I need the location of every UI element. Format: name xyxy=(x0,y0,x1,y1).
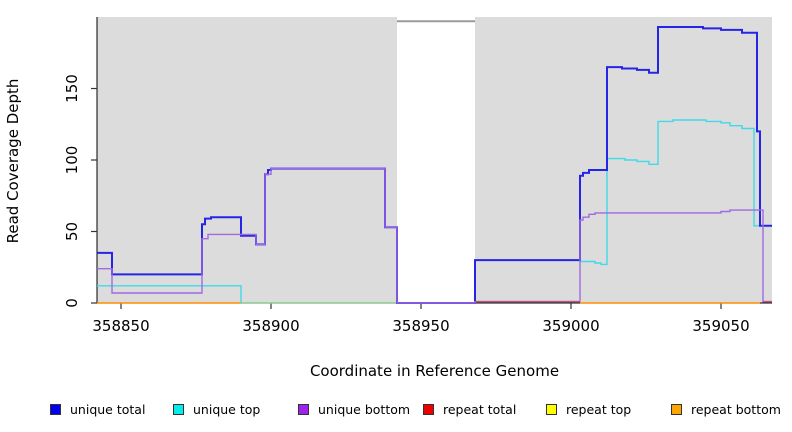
unique-bottom-line xyxy=(97,167,772,304)
shaded-region-right xyxy=(475,17,772,303)
shaded-region-left xyxy=(97,17,397,303)
legend-item-repeat-top: repeat top xyxy=(546,399,631,419)
unique-top-line xyxy=(97,285,242,303)
legend-label: repeat top xyxy=(566,401,632,417)
legend-label: repeat bottom xyxy=(691,401,781,417)
legend-item-repeat-total: repeat total xyxy=(423,399,516,419)
x-tick-label: 359000 xyxy=(542,317,599,335)
x-axis-title: Coordinate in Reference Genome xyxy=(309,362,560,380)
legend-swatch-icon xyxy=(173,403,184,415)
legend-label: unique total xyxy=(70,401,146,417)
x-tick-label: 359050 xyxy=(692,317,749,335)
legend-item-unique-top: unique top xyxy=(173,399,260,419)
y-tick-label: 150 xyxy=(63,74,81,103)
y-tick-label: 100 xyxy=(63,146,81,175)
legend-label: repeat total xyxy=(443,401,517,417)
legend-item-unique-total: unique total xyxy=(50,399,145,419)
legend-swatch-icon xyxy=(546,403,557,415)
x-tick-label: 358850 xyxy=(92,317,149,335)
x-tick-label: 358900 xyxy=(242,317,299,335)
x-tick-label: 358950 xyxy=(392,317,449,335)
legend-swatch-icon xyxy=(671,403,682,415)
unique-total-line xyxy=(97,26,772,304)
legend-swatch-icon xyxy=(298,403,309,415)
plot-legend: unique total unique top unique bottom repea… xyxy=(0,399,792,421)
unique-top-line xyxy=(475,119,772,266)
y-tick-label: 50 xyxy=(63,222,81,241)
legend-label: unique bottom xyxy=(318,401,411,417)
legend-label: unique top xyxy=(193,401,261,417)
legend-swatch-icon xyxy=(50,403,61,415)
y-tick-label: 0 xyxy=(63,298,81,308)
y-axis-title: Read Coverage Depth xyxy=(4,78,22,244)
legend-item-repeat-bottom: repeat bottom xyxy=(671,399,781,419)
legend-swatch-icon xyxy=(423,403,434,415)
legend-item-unique-bottom: unique bottom xyxy=(298,399,410,419)
